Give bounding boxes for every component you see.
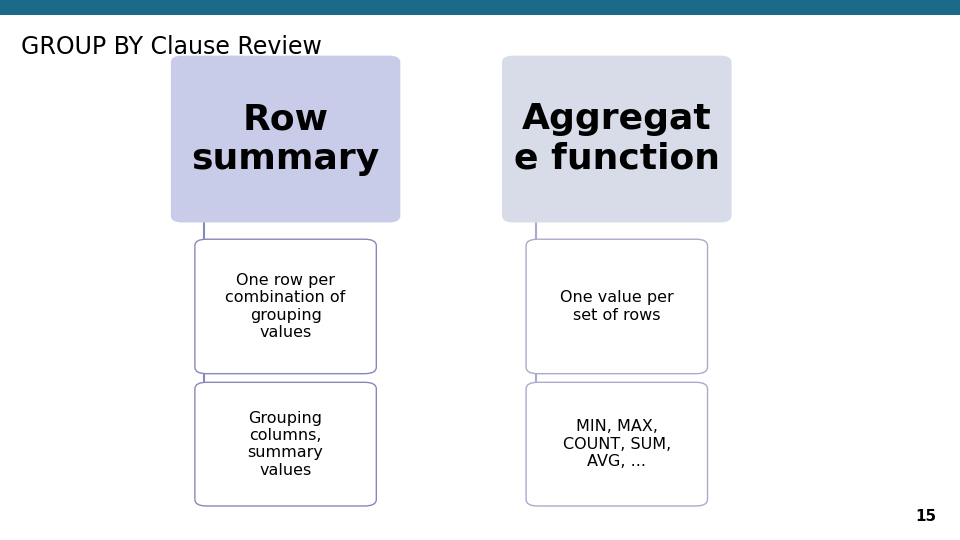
Text: One row per
combination of
grouping
values: One row per combination of grouping valu… [226, 273, 346, 340]
Text: 15: 15 [915, 509, 936, 524]
FancyBboxPatch shape [526, 239, 708, 374]
FancyBboxPatch shape [195, 239, 376, 374]
FancyBboxPatch shape [526, 382, 708, 506]
FancyBboxPatch shape [171, 56, 400, 222]
FancyBboxPatch shape [502, 56, 732, 222]
Bar [0, 0, 960, 15]
Text: One value per
set of rows: One value per set of rows [560, 291, 674, 322]
Text: MIN, MAX,
COUNT, SUM,
AVG, ...: MIN, MAX, COUNT, SUM, AVG, ... [563, 419, 671, 469]
Text: Row
summary: Row summary [191, 103, 380, 176]
Text: GROUP BY Clause Review: GROUP BY Clause Review [21, 35, 322, 59]
FancyBboxPatch shape [195, 382, 376, 506]
Text: Grouping
columns,
summary
values: Grouping columns, summary values [248, 410, 324, 478]
Text: Aggregat
e function: Aggregat e function [514, 103, 720, 176]
